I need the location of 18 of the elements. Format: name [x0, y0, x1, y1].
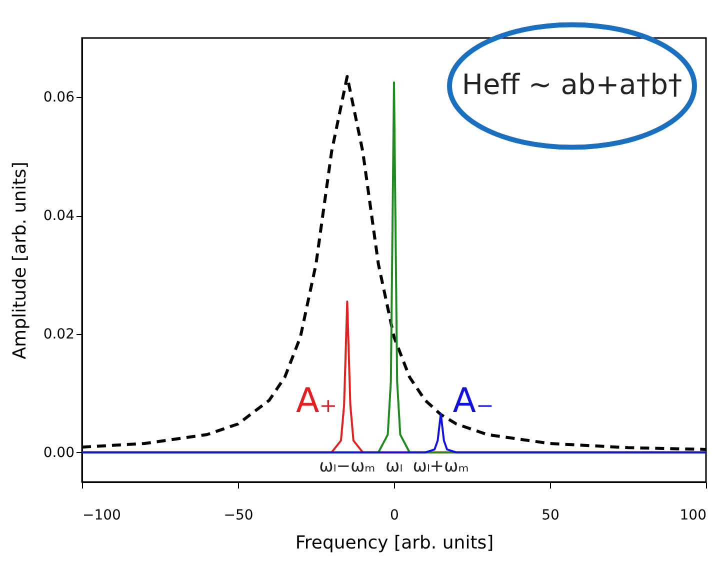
- y-tick-label: 0.06: [43, 90, 75, 106]
- x-tick-label: 50: [542, 508, 560, 524]
- annotation: Heff ~ ab+a†b†: [462, 68, 682, 101]
- annotation: ωₗ: [385, 456, 403, 476]
- line-series: [82, 412, 706, 454]
- x-tick-label: −50: [224, 508, 254, 524]
- x-axis-title: Frequency [arb. units]: [295, 532, 494, 554]
- annotation: ωₗ+ωₘ: [412, 456, 469, 476]
- y-axis-title: Amplitude [arb. units]: [9, 162, 30, 360]
- series-label: A₊: [296, 381, 338, 422]
- x-tick-label: −100: [82, 508, 121, 524]
- y-tick-label: 0.04: [43, 208, 75, 224]
- x-tick-label: 0: [390, 508, 399, 524]
- y-tick-label: 0.00: [43, 444, 74, 461]
- y-tick-label: 0.02: [43, 326, 74, 342]
- annotation: ωₗ−ωₘ: [319, 456, 376, 476]
- series-label: A₋: [452, 381, 494, 422]
- x-tick-label: 100: [680, 508, 706, 524]
